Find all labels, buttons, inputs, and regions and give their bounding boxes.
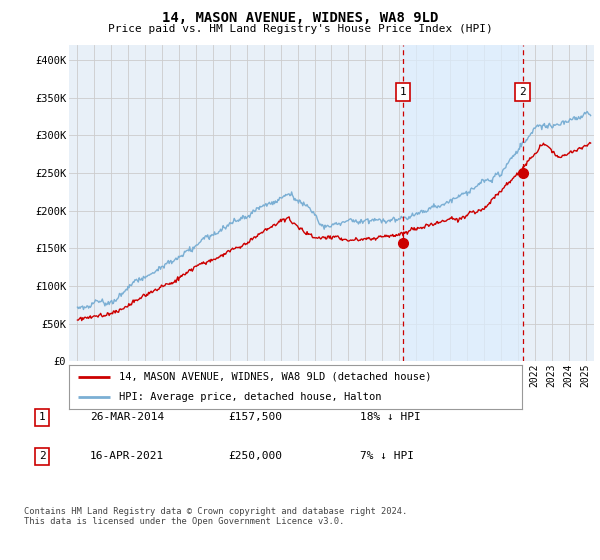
Text: 16-APR-2021: 16-APR-2021 [90, 451, 164, 461]
Bar [403, 45, 523, 361]
Text: 2: 2 [38, 451, 46, 461]
Text: HPI: Average price, detached house, Halton: HPI: Average price, detached house, Halt… [119, 392, 382, 402]
Text: £157,500: £157,500 [228, 412, 282, 422]
Text: Contains HM Land Registry data © Crown copyright and database right 2024.
This d: Contains HM Land Registry data © Crown c… [24, 507, 407, 526]
Text: 7% ↓ HPI: 7% ↓ HPI [360, 451, 414, 461]
Text: 26-MAR-2014: 26-MAR-2014 [90, 412, 164, 422]
Text: 14, MASON AVENUE, WIDNES, WA8 9LD (detached house): 14, MASON AVENUE, WIDNES, WA8 9LD (detac… [119, 372, 431, 382]
Text: 18% ↓ HPI: 18% ↓ HPI [360, 412, 421, 422]
Text: 2: 2 [520, 87, 526, 97]
Text: Price paid vs. HM Land Registry's House Price Index (HPI): Price paid vs. HM Land Registry's House … [107, 24, 493, 34]
Text: 14, MASON AVENUE, WIDNES, WA8 9LD: 14, MASON AVENUE, WIDNES, WA8 9LD [162, 11, 438, 25]
Text: 1: 1 [38, 412, 46, 422]
Text: 1: 1 [400, 87, 407, 97]
Text: £250,000: £250,000 [228, 451, 282, 461]
